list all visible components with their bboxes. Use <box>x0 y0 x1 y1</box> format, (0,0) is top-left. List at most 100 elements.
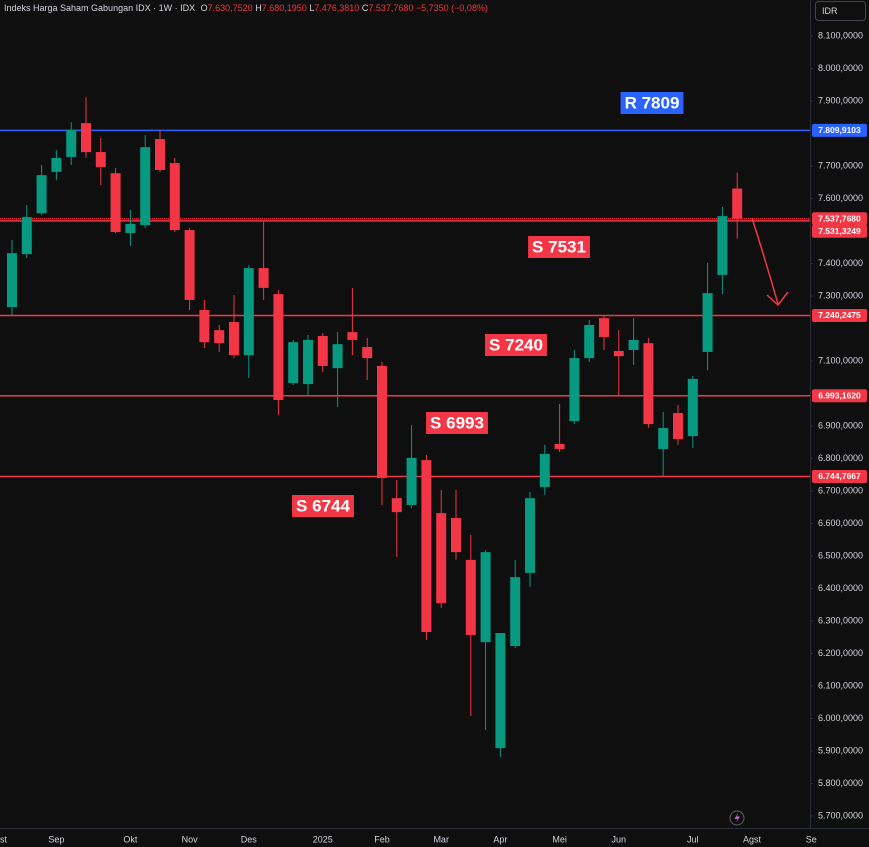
annotation: S 7531 <box>532 237 586 256</box>
level-label: 7.240,2475 <box>818 310 861 320</box>
x-tick-label: 2025 <box>313 834 333 844</box>
candle-body <box>406 457 417 505</box>
level-label-box <box>812 308 867 322</box>
candle-body <box>66 129 77 157</box>
annotation: S 7240 <box>489 335 543 354</box>
candle-body <box>362 347 373 359</box>
currency[interactable]: IDR <box>822 6 838 16</box>
candle-body <box>436 513 447 604</box>
currency-box[interactable] <box>815 1 866 21</box>
y-tick-label: 5.700,0000 <box>818 810 863 820</box>
level-label-box <box>812 123 867 137</box>
candle-body <box>451 517 461 553</box>
candle-body <box>303 339 313 385</box>
candle-body <box>495 633 506 749</box>
candle-body <box>125 223 136 233</box>
candle-body <box>702 293 713 352</box>
y-tick-label: 5.900,0000 <box>818 745 863 755</box>
x-tick-label: Se <box>806 834 817 844</box>
y-tick-label: 6.200,0000 <box>818 648 863 658</box>
candle-body <box>673 413 683 440</box>
candle-body <box>95 152 106 168</box>
level-label: 6.744,7667 <box>818 471 861 481</box>
candle-body <box>155 139 165 170</box>
plot-area <box>0 97 810 758</box>
candle-body <box>347 332 358 340</box>
candle-body <box>51 157 62 172</box>
y-tick-label: 7.700,0000 <box>818 160 863 170</box>
ohlc-label: O <box>201 3 208 13</box>
candle-body <box>525 498 535 573</box>
candle-body <box>613 350 624 357</box>
level-label: 7.809,9103 <box>818 125 861 135</box>
annotation-box <box>485 334 547 356</box>
chart-title: Indeks Harga Saham Gabungan IDX · 1W · I… <box>4 3 195 13</box>
candle-body <box>184 230 195 300</box>
annotation-box <box>528 236 590 258</box>
candle-body <box>599 318 609 337</box>
candle-body <box>658 427 669 450</box>
level-label-box <box>812 212 867 226</box>
change: −5,7350 (−0,08%) <box>416 3 488 13</box>
candle-body <box>421 460 432 633</box>
icon[interactable] <box>729 810 745 826</box>
candle-body <box>377 365 387 479</box>
annotation: R 7809 <box>625 93 680 112</box>
header: Indeks Harga Saham Gabungan IDX · 1W · I… <box>4 3 488 13</box>
annotation-box <box>292 495 354 517</box>
y-tick-label: 6.400,0000 <box>818 583 863 593</box>
y-tick-label: 6.700,0000 <box>818 485 863 495</box>
y-tick-label: 7.600,0000 <box>818 193 863 203</box>
candle-body <box>288 342 299 384</box>
icon[interactable] <box>734 813 741 823</box>
ohlc-value: 7.630,7520 <box>208 3 253 13</box>
y-tick-label: 7.400,0000 <box>818 258 863 268</box>
candle-body <box>7 253 17 308</box>
y-tick-label: 6.900,0000 <box>818 420 863 430</box>
y-tick-label: 5.800,0000 <box>818 778 863 788</box>
ohlc-label: H <box>255 3 262 13</box>
candle-body <box>273 294 284 401</box>
ohlc-label: L <box>309 3 314 13</box>
x-tick-label: Sep <box>48 834 64 844</box>
level-label-box <box>812 389 867 403</box>
annotation-box <box>426 412 488 434</box>
y-tick-label: 7.100,0000 <box>818 355 863 365</box>
annotation-box <box>620 92 684 114</box>
level-label-box <box>812 224 867 238</box>
candle-body <box>21 217 32 255</box>
candle-body <box>391 498 402 513</box>
candle-body <box>628 339 639 350</box>
x-tick-label: Mei <box>552 834 567 844</box>
candle-body <box>539 453 550 488</box>
annotation: S 6993 <box>430 413 484 432</box>
annotation: S 6744 <box>296 496 350 515</box>
ohlc-value: 7.537,7680 <box>368 3 413 13</box>
candle-body <box>214 330 225 344</box>
candle-body <box>36 175 47 214</box>
candle-body <box>229 322 239 356</box>
level-label: 7.537,7680 <box>818 214 861 224</box>
x-tick-label: Des <box>241 834 258 844</box>
ohlc-value: 7.476,3810 <box>314 3 359 13</box>
candle-body <box>140 147 151 226</box>
y-tick-label: 6.800,0000 <box>818 453 863 463</box>
x-tick-label: Jun <box>612 834 627 844</box>
y-tick-label: 6.500,0000 <box>818 550 863 560</box>
candle-body <box>480 552 491 643</box>
level-label-box <box>812 469 867 483</box>
candle-body <box>81 123 91 153</box>
x-tick-label: Jul <box>687 834 699 844</box>
candle-body <box>110 173 121 233</box>
arrow <box>751 217 779 305</box>
level-label: 7.531,3249 <box>818 226 861 236</box>
y-tick-label: 6.300,0000 <box>818 615 863 625</box>
candle-body <box>465 559 476 635</box>
ohlc-value: 7.680,1950 <box>262 3 307 13</box>
candle-body <box>584 324 595 359</box>
y-tick-label: 6.600,0000 <box>818 518 863 528</box>
candle-body <box>732 188 743 219</box>
x-tick-label: Nov <box>182 834 199 844</box>
arrow-head <box>766 291 789 307</box>
